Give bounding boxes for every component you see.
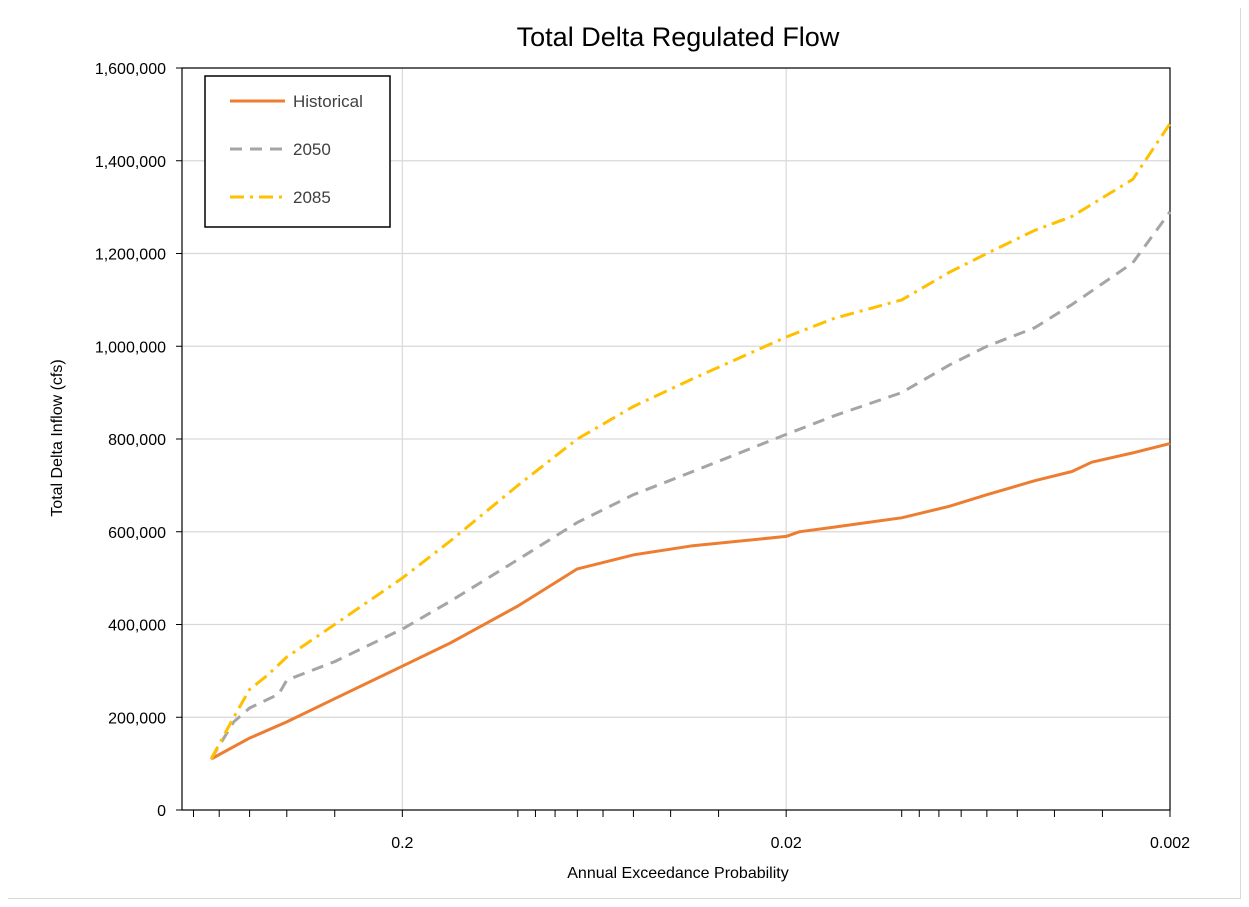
series-line-historical (210, 442, 1171, 761)
plot-area-border (181, 67, 1171, 811)
y-tick-label: 600,000 (108, 525, 166, 542)
y-tick-label: 1,200,000 (95, 247, 166, 264)
y-tick-label: 400,000 (108, 618, 166, 635)
y-tick-label: 1,400,000 (95, 154, 166, 171)
legend-label-2085: 2085 (293, 188, 331, 207)
y-tick-label: 0 (157, 803, 166, 820)
x-tick-label: 0.02 (771, 835, 802, 852)
y-tick-label: 1,600,000 (95, 61, 166, 78)
series-layer (209, 122, 1172, 761)
legend: Historical 2050 2085 (204, 75, 391, 228)
x-axis-title: Annual Exceedance Probability (567, 865, 788, 882)
y-axis-title: Total Delta Inflow (cfs) (49, 359, 66, 516)
legend-label-historical: Historical (293, 92, 363, 111)
y-tick-label: 200,000 (108, 710, 166, 727)
legend-label-2050: 2050 (293, 140, 331, 159)
series-line-2050 (209, 210, 1172, 760)
axes: 0 200,000 400,000 600,000 800,000 1,000,000 1,… (95, 61, 1190, 852)
series-line-2085 (209, 122, 1172, 760)
chart-frame (8, 8, 1241, 899)
chart-title: Total Delta Regulated Flow (517, 22, 840, 52)
x-tick-label: 0.2 (391, 835, 413, 852)
y-tick-label: 1,000,000 (95, 339, 166, 356)
y-tick-label: 800,000 (108, 432, 166, 449)
x-tick-label: 0.002 (1150, 835, 1190, 852)
